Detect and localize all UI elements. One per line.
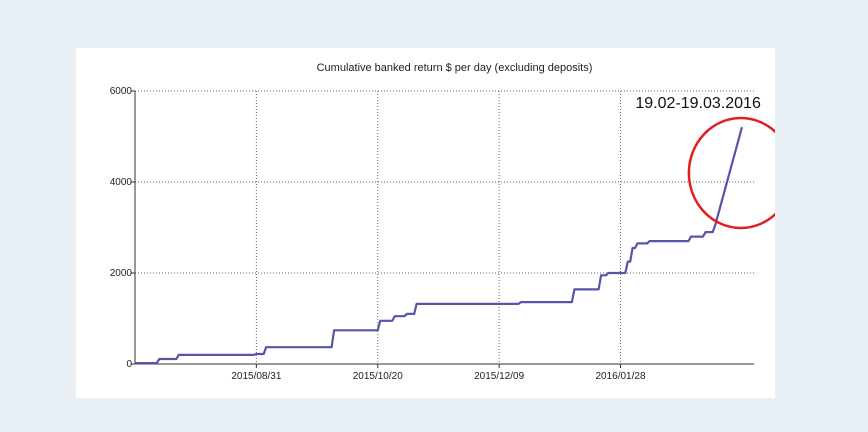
- data-point: [415, 303, 418, 305]
- data-point: [158, 358, 160, 360]
- data-point: [413, 313, 415, 315]
- series-line: [135, 127, 743, 365]
- annotation-circle: [687, 116, 775, 230]
- data-point: [627, 261, 629, 263]
- data-point: [265, 346, 267, 348]
- data-point: [406, 313, 408, 315]
- data-point: [712, 231, 714, 233]
- data-point: [624, 272, 626, 274]
- y-tick-label: 4000: [110, 177, 133, 188]
- data-point: [571, 301, 573, 303]
- data-point: [175, 358, 177, 360]
- data-point: [394, 315, 396, 317]
- data-point: [646, 242, 648, 245]
- data-point: [636, 242, 639, 245]
- x-tick-label: 2015/12/09: [474, 371, 524, 382]
- data-point: [704, 231, 707, 233]
- chart-title: Cumulative banked return $ per day (excl…: [317, 62, 593, 74]
- x-tick-label: 2015/08/31: [231, 371, 281, 382]
- data-point: [690, 236, 692, 238]
- data-point: [263, 353, 265, 355]
- x-tick-label: 2016/01/28: [595, 371, 645, 382]
- y-tick-label: 0: [126, 359, 132, 370]
- data-point: [255, 353, 257, 355]
- data-point: [178, 354, 180, 356]
- data-point: [377, 329, 379, 331]
- y-tick-label: 6000: [110, 86, 133, 97]
- data-point: [331, 346, 333, 348]
- data-point: [634, 247, 636, 249]
- data-point: [600, 274, 602, 276]
- data-point: [605, 274, 607, 276]
- data-point: [573, 288, 575, 290]
- data-point: [629, 261, 631, 263]
- data-point: [391, 320, 393, 322]
- data-point: [520, 301, 522, 303]
- annotation-label: 19.02-19.03.2016: [635, 95, 761, 112]
- data-point: [403, 315, 406, 317]
- data-point: [687, 240, 690, 242]
- data-point: [714, 224, 716, 226]
- data-point: [702, 236, 704, 238]
- y-tick-label: 2000: [110, 268, 133, 279]
- data-point: [632, 247, 634, 249]
- data-point: [517, 303, 520, 305]
- data-point: [607, 272, 609, 274]
- chart-panel: Cumulative banked return $ per day (excl…: [76, 48, 775, 398]
- data-point: [333, 329, 335, 331]
- x-tick-label: 2015/10/20: [353, 371, 403, 382]
- data-point: [379, 320, 381, 322]
- line-chart: Cumulative banked return $ per day (excl…: [110, 62, 775, 382]
- data-point: [598, 288, 600, 290]
- data-point: [741, 126, 743, 128]
- data-point: [253, 354, 255, 356]
- data-point: [156, 362, 158, 364]
- data-point: [134, 362, 136, 364]
- data-point: [649, 240, 651, 242]
